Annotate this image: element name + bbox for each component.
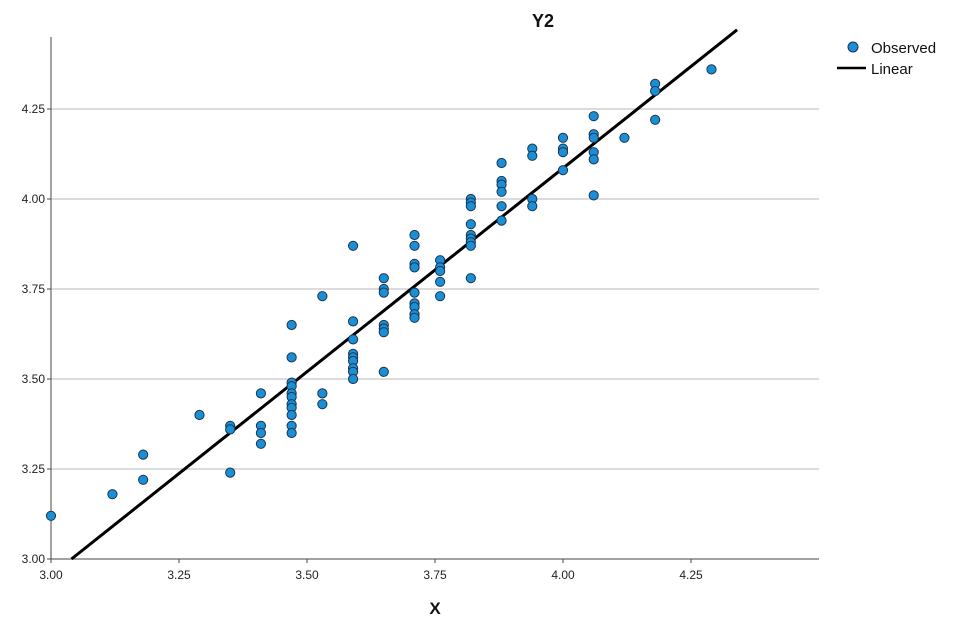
observed-point [317,399,328,410]
observed-point [255,388,267,399]
observed-point [527,201,538,212]
observed-point [588,154,599,165]
observed-point [347,240,359,251]
observed-point [138,474,149,485]
fit-line-layer [70,28,739,561]
observed-point [588,111,599,122]
observed-point [465,201,476,212]
linear-fit-line [70,28,739,561]
observed-point [347,316,359,327]
observed-point [557,165,569,176]
observed-point [286,409,297,421]
observed-point [496,157,507,169]
observed-point [557,132,569,143]
x-tick-label: 3.50 [295,568,319,582]
y-tick-labels: 3.00 3.25 3.50 3.75 4.00 4.25 [22,102,51,566]
observed-point [650,114,661,125]
observed-point [378,287,389,298]
y-tick-label: 4.25 [22,102,46,116]
x-tick-labels: 3.00 3.25 3.50 3.75 4.00 4.25 [39,559,703,582]
observed-point [255,427,267,439]
y-tick-label: 3.75 [22,282,46,296]
observed-point [435,265,446,277]
observed-point [347,334,359,345]
observed-point [465,273,476,284]
observed-point [317,291,328,302]
observed-point [286,319,297,331]
observed-point [378,273,389,284]
y-tick-label: 4.00 [22,192,46,206]
axes [50,37,819,560]
observed-point [435,291,446,302]
observed-point [347,373,359,385]
observed-point [496,186,507,197]
observed-point [286,427,297,439]
x-tick-label: 3.25 [167,568,191,582]
observed-point [706,64,717,75]
legend-observed-marker [847,41,859,53]
observed-point [588,190,599,201]
observed-point [465,240,476,251]
observed-point [378,327,389,338]
y-tick-label: 3.00 [22,552,46,566]
observed-point [496,215,507,226]
observed-point [194,409,205,421]
observed-points [45,64,717,521]
y-tick-label: 3.25 [22,462,46,476]
observed-point [107,489,118,500]
grid-lines [51,108,819,470]
observed-point [588,132,599,143]
observed-point [527,150,538,161]
observed-point [619,132,630,143]
legend-linear-label: Linear [871,61,913,78]
observed-point [255,438,267,449]
observed-point [435,276,446,287]
x-tick-label: 3.75 [423,568,447,582]
x-axis-title: X [429,599,441,618]
observed-point [409,287,420,298]
legend: Observed Linear [837,40,936,78]
observed-point [225,467,236,478]
observed-point [557,147,569,158]
observed-point [496,201,507,212]
legend-observed-label: Observed [871,40,936,57]
observed-point [409,229,420,241]
observed-point [378,366,389,377]
observed-point [45,510,57,521]
observed-point [409,240,420,251]
observed-point [286,352,297,363]
chart-title: Y2 [532,11,554,31]
observed-point [465,219,476,230]
observed-point [409,262,420,273]
y-tick-label: 3.50 [22,372,46,386]
observed-point [138,449,149,460]
observed-point [650,85,661,97]
observed-point [409,312,420,323]
observed-point [225,424,236,435]
x-tick-label: 4.25 [679,568,703,582]
x-tick-label: 4.00 [551,568,575,582]
x-tick-label: 3.00 [39,568,63,582]
observed-point [317,388,328,399]
